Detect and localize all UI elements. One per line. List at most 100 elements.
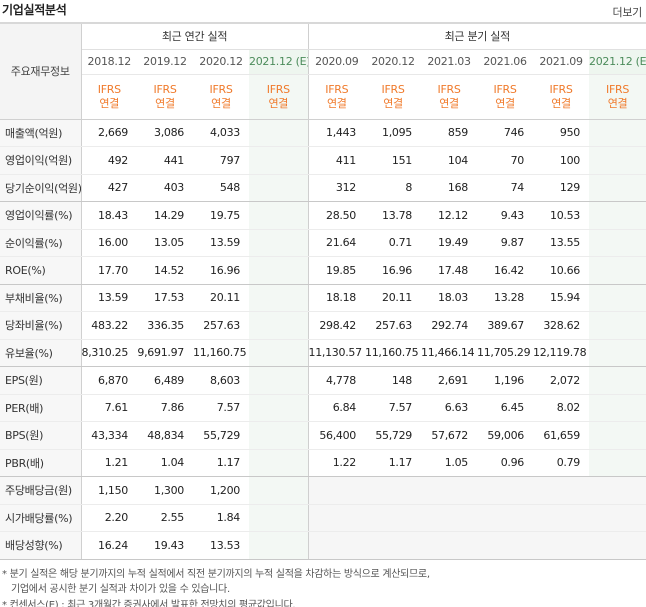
table-cell: 6.63 — [421, 394, 478, 422]
table-cell: 16.96 — [365, 256, 422, 285]
ifrs-standard: IFRS — [153, 82, 177, 96]
footnote-1: * 분기 실적은 해당 분기까지의 누적 실적에서 직전 분기까지의 누적 실적… — [2, 568, 430, 580]
table-cell: 1.05 — [421, 449, 478, 477]
table-cell: 427 — [81, 174, 137, 202]
table-cell — [533, 504, 590, 532]
ifrs-label: IFRS 연결 — [308, 74, 366, 120]
table-cell — [477, 504, 534, 532]
table-cell — [589, 284, 646, 312]
ifrs-label: IFRS 연결 — [81, 74, 137, 120]
table-cell: 13.59 — [81, 284, 137, 312]
table-cell — [249, 119, 309, 147]
ifrs-scope: 연결 — [99, 96, 120, 110]
table-cell: 8 — [365, 174, 422, 202]
table-cell — [421, 476, 478, 505]
table-cell: 11,705.29 — [477, 339, 534, 367]
table-cell — [249, 366, 309, 395]
table-cell: 6,870 — [81, 366, 137, 395]
table-cell: 59,006 — [477, 421, 534, 450]
table-cell: 19.85 — [308, 256, 366, 285]
table-cell: 257.63 — [193, 311, 249, 340]
table-cell — [533, 531, 590, 560]
table-cell: 17.70 — [81, 256, 137, 285]
table-cell — [589, 174, 646, 202]
ifrs-standard: IFRS — [325, 82, 349, 96]
more-link[interactable]: 더보기 — [612, 6, 643, 19]
table-cell: 292.74 — [421, 311, 478, 340]
ifrs-standard: IFRS — [493, 82, 517, 96]
table-cell: 17.48 — [421, 256, 478, 285]
row-label: 부채비율(%) — [0, 284, 82, 312]
ifrs-scope: 연결 — [326, 96, 347, 110]
table-cell: 10.53 — [533, 201, 590, 230]
table-row: 영업이익률(%) 18.43 14.29 19.75 28.50 13.78 12.12 9.… — [0, 201, 646, 230]
table-cell: 1,300 — [137, 476, 193, 505]
financial-table: 주요재무정보 최근 연간 실적 최근 분기 실적 2018.12 2019.12 2… — [0, 22, 646, 560]
table-row: 당좌비율(%) 483.22 336.35 257.63 298.42 257.63 292… — [0, 311, 646, 340]
table-cell — [249, 449, 309, 477]
table-cell — [589, 394, 646, 422]
table-cell — [589, 476, 646, 505]
table-cell — [249, 174, 309, 202]
table-cell: 441 — [137, 146, 193, 175]
table-cell: 15.94 — [533, 284, 590, 312]
table-cell — [589, 229, 646, 257]
table-cell — [308, 476, 366, 505]
table-cell — [589, 449, 646, 477]
ifrs-label: IFRS 연결 — [365, 74, 422, 120]
table-row: 부채비율(%) 13.59 17.53 20.11 18.18 20.11 18.03 13.… — [0, 284, 646, 312]
table-cell: 16.96 — [193, 256, 249, 285]
table-cell: 7.86 — [137, 394, 193, 422]
table-cell — [589, 366, 646, 395]
table-cell: 13.28 — [477, 284, 534, 312]
table-cell: 298.42 — [308, 311, 366, 340]
table-cell: 129 — [533, 174, 590, 202]
table-cell: 1.22 — [308, 449, 366, 477]
table-cell: 1,095 — [365, 119, 422, 147]
period-header: 2021.06 — [477, 49, 534, 75]
table-cell: 6,489 — [137, 366, 193, 395]
ifrs-label: IFRS 연결 — [533, 74, 590, 120]
row-label: 유보율(%) — [0, 339, 82, 367]
table-cell: 11,160.75 — [365, 339, 422, 367]
table-cell: 411 — [308, 146, 366, 175]
table-cell: 56,400 — [308, 421, 366, 450]
table-cell: 2,691 — [421, 366, 478, 395]
table-cell: 7.61 — [81, 394, 137, 422]
ifrs-standard: IFRS — [606, 82, 630, 96]
table-cell: 1.84 — [193, 504, 249, 532]
table-cell: 7.57 — [193, 394, 249, 422]
table-cell — [249, 229, 309, 257]
table-cell: 48,834 — [137, 421, 193, 450]
footnote-1-cont: 기업에서 공시한 분기 실적과 차이가 있을 수 있습니다. — [11, 584, 230, 595]
table-cell: 4,033 — [193, 119, 249, 147]
table-cell: 6.45 — [477, 394, 534, 422]
page-title: 기업실적분석 — [2, 3, 67, 17]
table-cell: 0.71 — [365, 229, 422, 257]
table-cell: 13.53 — [193, 531, 249, 560]
table-row: 시가배당률(%) 2.20 2.55 1.84 — [0, 504, 646, 532]
period-header: 2021.09 — [533, 49, 590, 75]
table-cell — [589, 311, 646, 340]
table-cell — [249, 256, 309, 285]
table-cell: 151 — [365, 146, 422, 175]
period-header: 2020.12 — [365, 49, 422, 75]
footnotes: * 분기 실적은 해당 분기까지의 누적 실적에서 직전 분기까지의 누적 실적… — [0, 567, 646, 607]
table-cell: 70 — [477, 146, 534, 175]
table-cell: 43,334 — [81, 421, 137, 450]
table-cell: 548 — [193, 174, 249, 202]
row-label: 영업이익(억원) — [0, 146, 82, 175]
period-header: 2018.12 — [81, 49, 137, 75]
table-row: EPS(원) 6,870 6,489 8,603 4,778 148 2,691 1,196 2… — [0, 366, 646, 395]
table-cell: 100 — [533, 146, 590, 175]
period-header: 2020.12 — [193, 49, 249, 75]
period-header: 2021.12 (E) — [589, 49, 646, 75]
table-row: 당기순이익(억원) 427 403 548 312 8 168 74 129 — [0, 174, 646, 202]
table-cell: 0.79 — [533, 449, 590, 477]
table-cell — [249, 201, 309, 230]
table-cell: 19.75 — [193, 201, 249, 230]
table-cell — [249, 421, 309, 450]
table-row: 매출액(억원) 2,669 3,086 4,033 1,443 1,095 859 746 95… — [0, 119, 646, 147]
table-cell — [589, 201, 646, 230]
table-cell — [249, 339, 309, 367]
